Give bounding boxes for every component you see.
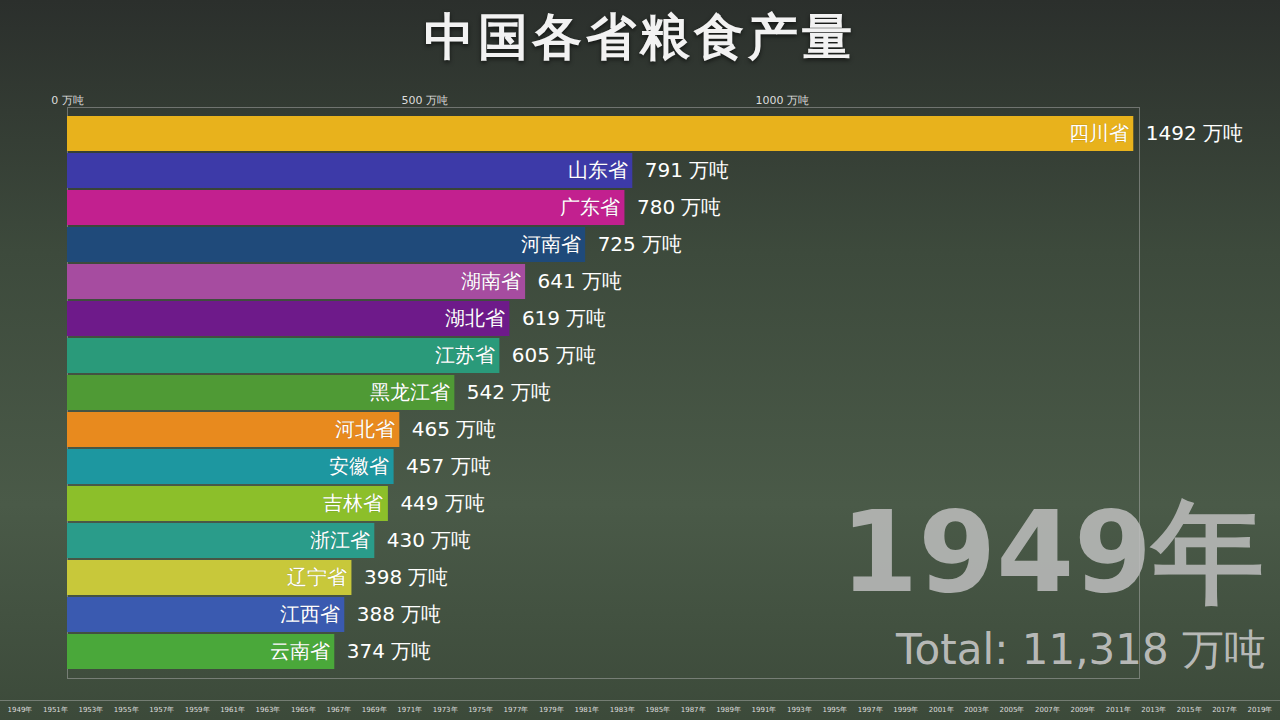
html-text:1969年: 1969年: [361, 706, 387, 714]
html-text:2005年: 2005年: [999, 706, 1025, 714]
html-text:1951年: 1951年: [43, 706, 68, 714]
html-text:2017年: 2017年: [1212, 706, 1237, 714]
svg-text:四川省: 四川省: [1069, 121, 1129, 145]
svg-text:河北省: 河北省: [335, 417, 395, 441]
html-text:2019年: 2019年: [1247, 706, 1273, 714]
html-text:2009年: 2009年: [1070, 706, 1096, 714]
svg-text:465 万吨: 465 万吨: [412, 417, 497, 441]
svg-text:374 万吨: 374 万吨: [347, 639, 432, 663]
svg-text:0 万吨: 0 万吨: [51, 94, 84, 107]
svg-text:浙江省: 浙江省: [310, 528, 370, 552]
svg-text:619 万吨: 619 万吨: [522, 306, 607, 330]
svg-text:1000 万吨: 1000 万吨: [755, 94, 809, 107]
svg-text:542 万吨: 542 万吨: [467, 380, 552, 404]
svg-text:江西省: 江西省: [280, 602, 340, 626]
html-text:1995年: 1995年: [822, 706, 848, 714]
svg-text:388 万吨: 388 万吨: [357, 602, 442, 626]
html-text:2011年: 2011年: [1105, 706, 1131, 714]
html-text:1949年: 1949年: [840, 487, 1264, 617]
html-text:1985年: 1985年: [645, 706, 671, 714]
html-text:2015年: 2015年: [1176, 706, 1202, 714]
html-text:1981年: 1981年: [574, 706, 600, 714]
svg-text:605 万吨: 605 万吨: [512, 343, 597, 367]
html-text:1997年: 1997年: [857, 706, 883, 714]
html-text:1999年: 1999年: [893, 706, 919, 714]
html-text:1979年: 1979年: [539, 706, 564, 714]
svg-text:457 万吨: 457 万吨: [406, 454, 491, 478]
html-text:1949年: 1949年: [7, 706, 33, 714]
svg-text:安徽省: 安徽省: [329, 454, 389, 478]
html-text:1955年: 1955年: [113, 706, 139, 714]
html-text:1977年: 1977年: [503, 706, 529, 714]
html-text:1967年: 1967年: [326, 706, 352, 714]
html-text:1987年: 1987年: [680, 706, 706, 714]
html-text:1963年: 1963年: [255, 706, 281, 714]
svg-text:黑龙江省: 黑龙江省: [370, 380, 450, 404]
svg-text:725 万吨: 725 万吨: [598, 232, 683, 256]
svg-text:云南省: 云南省: [270, 639, 330, 663]
html-text:1991年: 1991年: [751, 706, 777, 714]
svg-text:江苏省: 江苏省: [435, 343, 495, 367]
svg-text:广东省: 广东省: [560, 195, 620, 219]
svg-text:398 万吨: 398 万吨: [364, 565, 449, 589]
svg-text:430 万吨: 430 万吨: [387, 528, 472, 552]
html-text:中国各省粮食产量: 中国各省粮食产量: [424, 8, 856, 66]
svg-text:辽宁省: 辽宁省: [287, 565, 347, 589]
html-text:2001年: 2001年: [928, 706, 954, 714]
html-text:1973年: 1973年: [432, 706, 458, 714]
svg-text:山东省: 山东省: [568, 158, 628, 182]
html-text:2013年: 2013年: [1141, 706, 1167, 714]
html-text:2007年: 2007年: [1035, 706, 1060, 714]
svg-text:1492 万吨: 1492 万吨: [1146, 121, 1243, 145]
svg-text:500 万吨: 500 万吨: [402, 94, 449, 107]
html-text:1983年: 1983年: [609, 706, 635, 714]
svg-text:吉林省: 吉林省: [323, 491, 383, 515]
svg-text:449 万吨: 449 万吨: [400, 491, 485, 515]
svg-text:湖北省: 湖北省: [445, 306, 505, 330]
html-text:Total: 11,318 万吨: Total: 11,318 万吨: [896, 625, 1266, 674]
html-text:1993年: 1993年: [787, 706, 812, 714]
html-text:1961年: 1961年: [220, 706, 245, 714]
svg-text:791 万吨: 791 万吨: [645, 158, 730, 182]
svg-text:780 万吨: 780 万吨: [637, 195, 722, 219]
html-text:1957年: 1957年: [149, 706, 175, 714]
html-text:1971年: 1971年: [397, 706, 423, 714]
svg-text:湖南省: 湖南省: [461, 269, 521, 293]
html-text:2003年: 2003年: [964, 706, 989, 714]
html-text:1965年: 1965年: [291, 706, 316, 714]
svg-text:河南省: 河南省: [521, 232, 581, 256]
html-text:1975年: 1975年: [468, 706, 493, 714]
svg-text:641 万吨: 641 万吨: [538, 269, 623, 293]
html-text:1953年: 1953年: [78, 706, 104, 714]
html-text:1959年: 1959年: [184, 706, 210, 714]
html-text:1989年: 1989年: [716, 706, 741, 714]
